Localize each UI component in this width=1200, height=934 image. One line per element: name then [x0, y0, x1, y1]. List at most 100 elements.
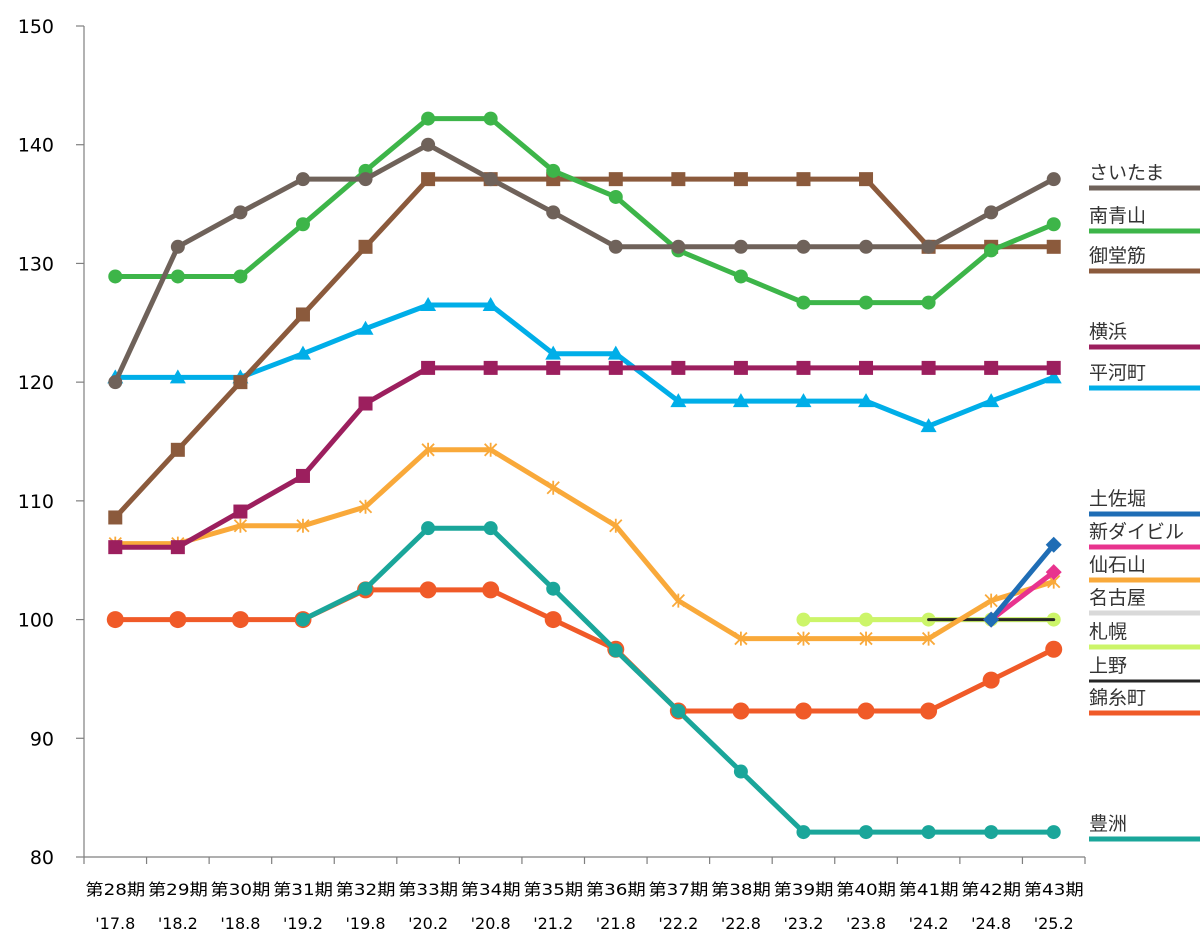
series-line [112, 142, 1057, 385]
data-point [358, 499, 373, 514]
data-point [608, 172, 623, 187]
data-point [421, 172, 436, 187]
x-category-label: 第41期 [899, 880, 959, 899]
y-tick-label: 100 [18, 610, 54, 632]
x-date-label: '19.2 [283, 914, 323, 933]
data-point [734, 631, 748, 646]
data-point [170, 442, 185, 457]
series-南青山 [108, 111, 1061, 310]
data-point [608, 239, 623, 254]
y-tick-label: 110 [18, 491, 54, 513]
x-category-label: 第30期 [210, 880, 270, 899]
legend-entry: 上野 [1089, 655, 1200, 683]
data-point [295, 468, 310, 483]
data-point [419, 581, 437, 599]
x-date-label: '20.2 [408, 914, 448, 933]
data-point [421, 137, 436, 152]
data-point [671, 360, 686, 375]
legend-label: 錦糸町 [1089, 687, 1146, 709]
data-point [420, 296, 437, 311]
series-平河町 [107, 296, 1062, 433]
data-point [295, 612, 310, 627]
y-tick-label: 140 [18, 135, 54, 157]
x-date-label: '23.8 [846, 914, 886, 933]
x-date-label: '23.2 [783, 914, 823, 933]
y-tick-label: 130 [18, 253, 54, 275]
legend-label: 土佐堀 [1089, 488, 1146, 510]
series-line [112, 587, 1057, 714]
data-point [546, 480, 560, 495]
x-date-label: '20.8 [471, 914, 511, 933]
legend-label: さいたま [1089, 162, 1164, 184]
data-point [358, 172, 373, 187]
data-point [546, 360, 561, 375]
data-point [794, 702, 812, 720]
data-point [796, 172, 811, 187]
x-category-label: 第31期 [273, 880, 333, 899]
series-さいたま [108, 137, 1061, 390]
x-category-label: 第28期 [85, 880, 145, 899]
x-category-label: 第40期 [836, 880, 896, 899]
data-point [483, 521, 498, 536]
series-layer [106, 111, 1063, 840]
data-point [733, 172, 748, 187]
data-point [982, 671, 1000, 689]
data-point [233, 504, 248, 519]
data-point [859, 631, 873, 646]
data-point [796, 295, 811, 310]
data-point [108, 375, 123, 390]
legend-label: 上野 [1089, 655, 1127, 677]
x-category-label: 第35期 [523, 880, 583, 899]
data-point [1046, 239, 1061, 254]
data-point [921, 825, 936, 840]
legend-label: 豊洲 [1089, 813, 1127, 835]
legend-label: 横浜 [1089, 321, 1127, 343]
series-錦糸町 [106, 581, 1063, 720]
data-point [607, 345, 624, 360]
data-point [732, 393, 749, 408]
data-point [233, 375, 248, 390]
legend-label: 新ダイビル [1089, 521, 1184, 543]
series-仙石山 [108, 442, 1061, 646]
data-point [358, 581, 373, 596]
data-point [859, 360, 874, 375]
data-point [984, 825, 999, 840]
data-point [357, 320, 374, 335]
data-point [484, 442, 498, 457]
data-point [108, 510, 123, 525]
x-date-label: '17.8 [95, 914, 135, 933]
data-point [545, 345, 562, 360]
data-point [296, 518, 310, 533]
data-point [796, 239, 811, 254]
data-point [295, 217, 310, 232]
data-point [920, 702, 938, 720]
data-point [671, 593, 685, 608]
data-point [795, 393, 812, 408]
legend-entry: 新ダイビル [1089, 521, 1200, 550]
legend-label: 札幌 [1089, 621, 1127, 643]
x-category-label: 第42期 [961, 880, 1021, 899]
data-point [608, 643, 623, 658]
data-point [294, 345, 311, 360]
data-point [796, 360, 811, 375]
data-point [546, 205, 561, 220]
legend-entry: 横浜 [1089, 321, 1200, 350]
data-point [1046, 825, 1061, 840]
data-point [733, 764, 748, 779]
data-point [482, 296, 499, 311]
data-point [796, 631, 811, 646]
data-point [1046, 217, 1061, 232]
series-土佐堀 [983, 536, 1062, 628]
x-date-label: '21.2 [533, 914, 573, 933]
y-tick-label: 90 [30, 728, 54, 750]
data-point [670, 393, 687, 408]
data-point [984, 243, 999, 258]
legend-entry: 名古屋 [1089, 587, 1200, 616]
data-point [169, 611, 187, 629]
x-date-label: '18.2 [158, 914, 198, 933]
legend-label: 御堂筋 [1089, 245, 1146, 267]
data-point [231, 611, 249, 629]
legend-entry: 土佐堀 [1089, 488, 1200, 517]
data-point [984, 360, 999, 375]
